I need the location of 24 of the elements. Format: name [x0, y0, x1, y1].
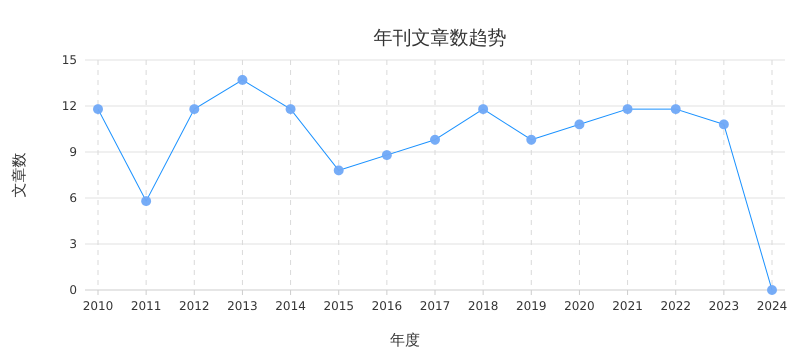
- y-tick-label: 6: [69, 191, 77, 205]
- y-tick-label: 0: [69, 283, 77, 297]
- x-tick-label: 2023: [708, 299, 740, 313]
- x-tick-label: 2022: [660, 299, 691, 313]
- y-tick-label: 9: [69, 145, 77, 159]
- y-axis-title: 文章数: [10, 152, 28, 198]
- x-tick-label: 2020: [564, 299, 595, 313]
- x-tick-label: 2011: [130, 299, 162, 313]
- y-tick-label: 12: [62, 99, 77, 113]
- x-tick-label: 2014: [275, 299, 306, 313]
- x-axis-title: 年度: [390, 331, 420, 349]
- x-tick-label: 2010: [82, 299, 114, 313]
- y-tick-label: 3: [69, 237, 77, 251]
- y-tick-label: 15: [62, 53, 77, 67]
- x-tick-label: 2021: [612, 299, 643, 313]
- x-tick-label: 2017: [420, 299, 450, 313]
- x-tick-label: 2018: [468, 299, 498, 313]
- x-tick-label: 2015: [323, 299, 354, 313]
- chart-title: 年刊文章数趋势: [374, 27, 506, 49]
- x-tick-label: 2019: [516, 299, 547, 313]
- x-tick-label: 2013: [227, 299, 258, 313]
- x-tick-label: 2012: [179, 299, 210, 313]
- x-tick-label: 2016: [372, 299, 402, 313]
- x-tick-label: 2024: [756, 299, 788, 313]
